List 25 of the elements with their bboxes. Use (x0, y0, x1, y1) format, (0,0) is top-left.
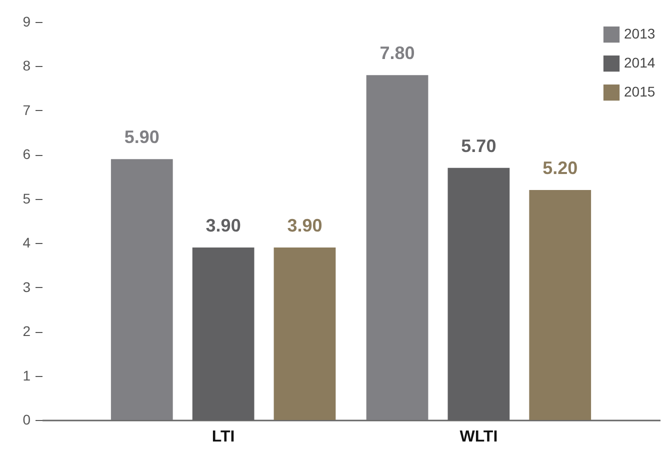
y-tick-label: 2 (22, 323, 31, 340)
data-label: 3.90 (206, 216, 241, 236)
y-tick-label: 7 (22, 102, 31, 118)
y-tick-label: 9 (22, 14, 31, 30)
y-tick-label: 0 (22, 412, 31, 428)
data-label: 3.90 (287, 216, 322, 236)
data-label: 5.70 (461, 136, 496, 156)
legend-label: 2014 (624, 54, 656, 70)
y-tick-label: 8 (22, 58, 31, 74)
data-label: 5.20 (542, 158, 578, 178)
bar (110, 159, 173, 420)
x-tick-label: WLTI (460, 428, 498, 446)
bar (529, 190, 592, 420)
y-tick-label: 4 (22, 234, 31, 251)
y-tick-label: 1 (22, 367, 31, 384)
y-tick-label: 3 (22, 278, 31, 295)
bar (274, 248, 336, 420)
legend-label: 2013 (624, 26, 656, 42)
legend-label: 2015 (624, 84, 656, 100)
data-label: 7.80 (380, 43, 415, 64)
bar (366, 75, 428, 420)
data-label: 5.90 (124, 127, 160, 148)
y-tick-label: 6 (22, 146, 31, 162)
x-tick-label: LTI (212, 428, 235, 446)
y-tick-label: 5 (22, 190, 31, 206)
